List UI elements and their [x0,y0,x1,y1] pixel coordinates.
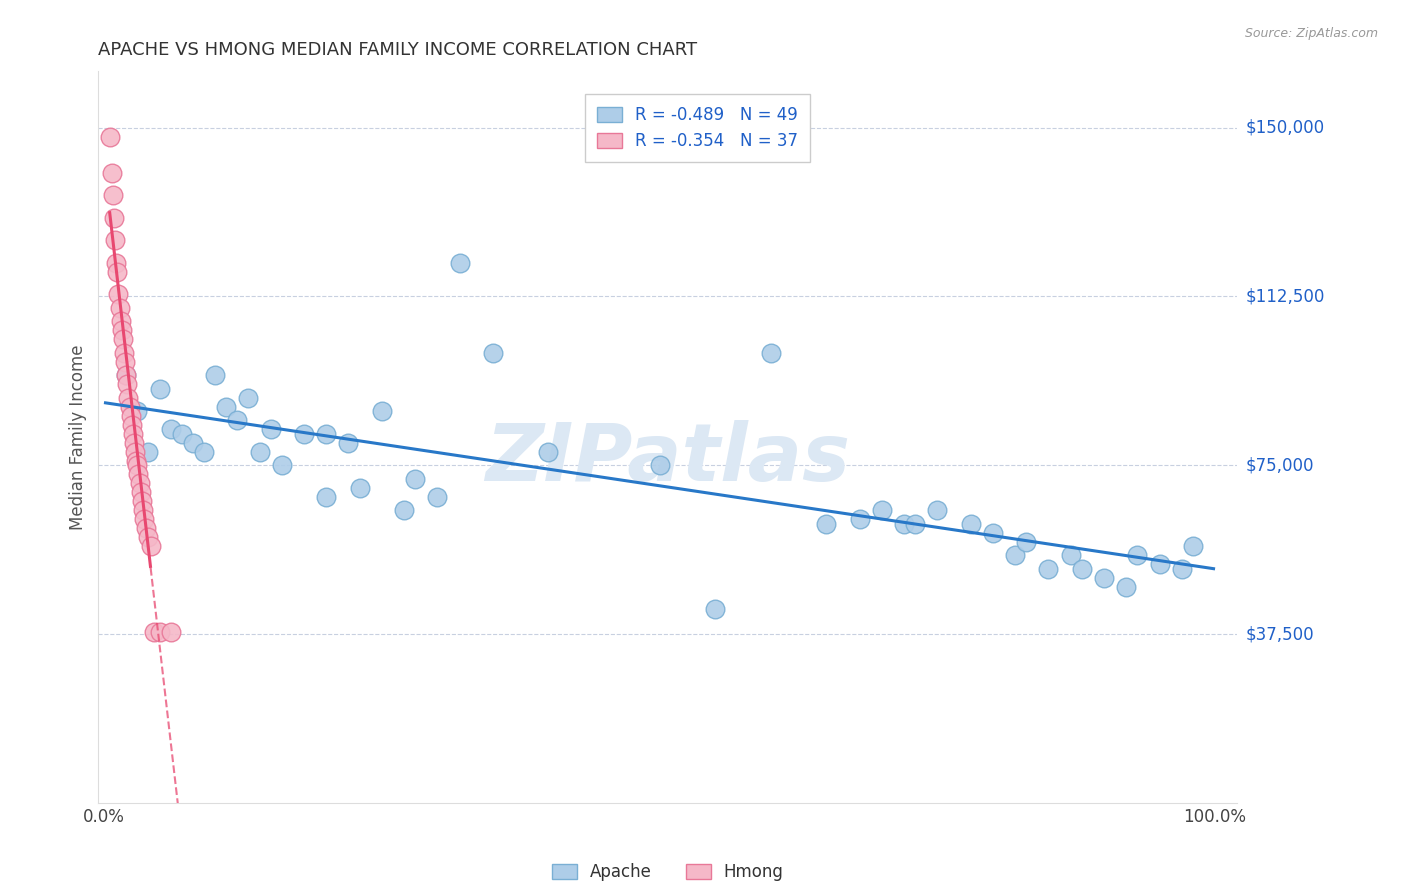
Point [193,444,215,458]
Point [648,458,671,473]
Point [114,354,136,368]
Text: $112,500: $112,500 [1246,287,1324,305]
Point [870,503,893,517]
Text: ZIPatlas: ZIPatlas [485,420,851,498]
Point [104,233,127,247]
Point [181,435,204,450]
Text: $37,500: $37,500 [1246,625,1315,643]
Point [815,516,838,531]
Point [117,377,139,392]
Point [98,129,121,144]
Point [170,426,193,441]
Point [138,444,160,458]
Point [759,345,782,359]
Point [148,624,170,639]
Point [226,413,249,427]
Point [132,512,155,526]
Point [127,404,149,418]
Point [115,368,138,383]
Point [101,188,124,202]
Point [981,525,1004,540]
Point [404,472,426,486]
Point [111,323,134,337]
Point [159,422,181,436]
Point [105,265,128,279]
Point [121,417,143,432]
Point [124,444,146,458]
Point [1004,548,1026,562]
Point [125,453,148,467]
Point [159,624,181,639]
Point [138,530,160,544]
Point [704,602,727,616]
Point [848,512,870,526]
Point [904,516,927,531]
Point [117,391,139,405]
Point [1059,548,1081,562]
Point [215,400,238,414]
Point [259,422,281,436]
Point [1038,562,1060,576]
Point [107,287,129,301]
Point [292,426,315,441]
Point [449,255,471,269]
Point [270,458,292,473]
Point [100,166,122,180]
Point [482,345,505,359]
Point [337,435,360,450]
Point [148,382,170,396]
Point [249,444,271,458]
Point [1181,539,1204,553]
Text: APACHE VS HMONG MEDIAN FAMILY INCOME CORRELATION CHART: APACHE VS HMONG MEDIAN FAMILY INCOME COR… [98,41,697,59]
Point [115,368,138,383]
Point [537,444,560,458]
Point [1015,534,1038,549]
Point [111,332,134,346]
Point [1070,562,1092,576]
Point [131,494,153,508]
Point [110,314,132,328]
Text: $150,000: $150,000 [1246,119,1324,136]
Text: $75,000: $75,000 [1246,456,1315,475]
Point [315,426,337,441]
Point [204,368,226,383]
Point [959,516,981,531]
Point [118,400,141,414]
Point [122,435,145,450]
Point [927,503,949,517]
Point [108,301,131,315]
Point [371,404,394,418]
Point [392,503,415,517]
Point [893,516,915,531]
Point [139,539,162,553]
Text: Source: ZipAtlas.com: Source: ZipAtlas.com [1244,27,1378,40]
Point [1149,558,1171,572]
Point [127,458,149,473]
Point [132,503,155,517]
Point [127,467,149,482]
Point [112,345,135,359]
Point [105,255,128,269]
Y-axis label: Median Family Income: Median Family Income [69,344,87,530]
Point [128,476,150,491]
Legend: Apache, Hmong: Apache, Hmong [544,855,792,889]
Point [1092,571,1115,585]
Point [1170,562,1192,576]
Point [349,481,371,495]
Point [129,485,152,500]
Point [143,624,166,639]
Point [120,409,142,423]
Point [1126,548,1149,562]
Point [121,426,143,441]
Point [426,490,449,504]
Point [1115,580,1137,594]
Point [315,490,337,504]
Point [135,521,157,535]
Point [238,391,260,405]
Point [103,211,125,225]
